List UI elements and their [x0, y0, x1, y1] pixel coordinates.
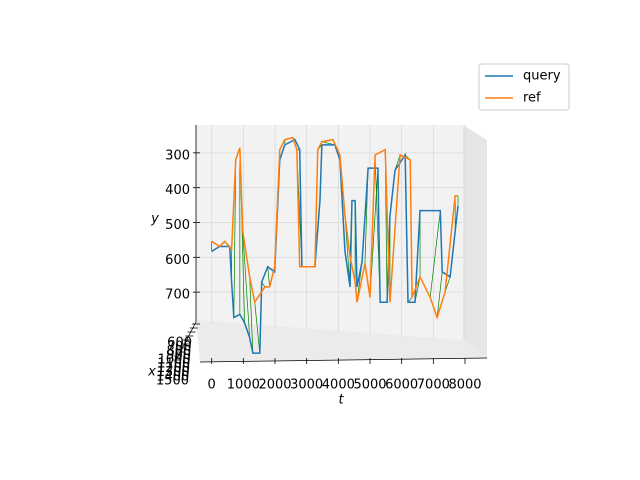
legend: query ref [478, 63, 570, 111]
floor-pane [196, 320, 487, 362]
y-tick-label: 600 [165, 253, 190, 268]
series-line [211, 138, 459, 354]
alignment-link [429, 210, 441, 298]
x-tick-label: 0 [208, 378, 216, 393]
z-tick-label: 700 [167, 340, 192, 355]
x-axis-line [199, 357, 488, 363]
y-axis-label: y [150, 212, 159, 227]
z-axis-line [174, 321, 197, 363]
legend-label: ref [523, 91, 541, 106]
z-tick-label: 1100 [157, 357, 190, 372]
alignment-link [242, 231, 251, 338]
x-tick-label: 6000 [385, 378, 418, 393]
y-tick-label: 700 [165, 288, 190, 303]
alignment-link [254, 302, 261, 354]
x-tick-label: 8000 [448, 378, 481, 393]
series-line [211, 136, 459, 320]
x-tick-label: 3000 [290, 378, 323, 393]
x-tick-label: 1000 [227, 378, 260, 393]
z-tick-label: 1400 [156, 369, 189, 384]
y-tick-label: 300 [165, 148, 190, 163]
legend-label: query [523, 69, 561, 84]
x-tick-label: 2000 [258, 378, 291, 393]
z-axis-label: x [147, 365, 156, 380]
alignment-link [436, 271, 443, 318]
back-pane [196, 125, 463, 340]
alignment-link [267, 266, 270, 287]
z-tick-label: 1200 [157, 361, 190, 376]
side-pane [463, 125, 487, 358]
x-axis-label: t [338, 393, 344, 408]
y-tick-label: 500 [165, 218, 190, 233]
x-tick-label: 4000 [322, 378, 355, 393]
x-tick-label: 7000 [417, 378, 450, 393]
alignment-link [233, 159, 237, 318]
x-tick-label: 5000 [353, 378, 386, 393]
z-tick-label: 1500 [156, 374, 189, 389]
z-tick-label: 600 [167, 336, 192, 351]
z-tick-label: 1300 [157, 365, 190, 380]
alignment-link [249, 276, 254, 354]
y-tick-label: 400 [165, 183, 190, 198]
